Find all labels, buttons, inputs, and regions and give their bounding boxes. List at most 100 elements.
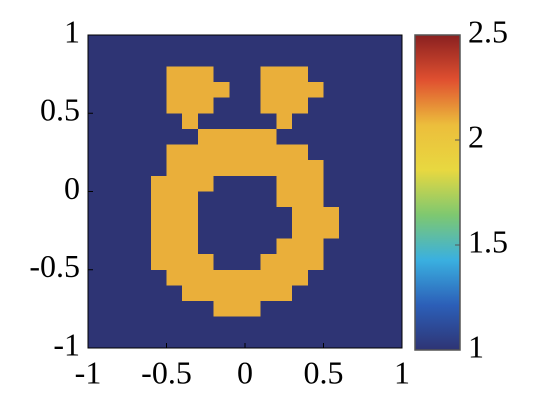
heatmap-cell (323, 316, 340, 333)
heatmap-cell (323, 175, 340, 192)
colorbar-tick-label: 2 (468, 118, 484, 154)
heatmap-cell (386, 81, 403, 99)
heatmap-cell (166, 97, 183, 114)
heatmap-cell (339, 269, 356, 286)
heatmap-cell (229, 97, 246, 114)
heatmap-cell (119, 160, 136, 177)
heatmap-cell (103, 97, 120, 114)
heatmap-cell (103, 113, 120, 130)
heatmap-cell (307, 301, 324, 318)
heatmap-cell (307, 128, 324, 146)
heatmap-cell (245, 35, 262, 52)
heatmap-cell (370, 97, 387, 114)
heatmap-cell (213, 238, 230, 255)
heatmap-cell (197, 113, 215, 130)
heatmap-cell (386, 128, 403, 146)
y-tick-label: 0 (64, 170, 80, 206)
heatmap-cell (307, 113, 324, 130)
heatmap-cell (182, 222, 199, 239)
heatmap-cell (213, 316, 230, 333)
heatmap-cell (245, 222, 262, 239)
heatmap-cell (354, 222, 372, 239)
heatmap-cell (197, 66, 215, 83)
heatmap-cell (245, 332, 262, 349)
heatmap-cell (197, 332, 215, 349)
heatmap-cell (260, 285, 277, 302)
heatmap-cell (166, 269, 183, 286)
heatmap-cell (182, 35, 199, 52)
y-tick-label: 0.5 (40, 92, 80, 128)
heatmap-cell (150, 113, 167, 130)
heatmap-cell (276, 144, 293, 161)
heatmap-cell (370, 222, 387, 239)
heatmap-cell (354, 332, 372, 349)
colorbar-tick-label: 2.5 (468, 13, 508, 49)
heatmap-cell (103, 238, 120, 255)
heatmap-cell (323, 222, 340, 239)
heatmap-cell (323, 191, 340, 208)
heatmap-cell (103, 332, 120, 349)
heatmap-cell (339, 191, 356, 208)
heatmap-cell (292, 113, 309, 130)
heatmap-cell (354, 285, 372, 302)
heatmap-cell (276, 254, 293, 271)
heatmap-cell (245, 81, 262, 99)
heatmap-cell (292, 332, 309, 349)
heatmap-cell (370, 301, 387, 318)
heatmap-cell (323, 301, 340, 318)
y-tick-label: -1 (53, 326, 80, 362)
heatmap-cell (386, 285, 403, 302)
heatmap-cell (339, 301, 356, 318)
heatmap-cell (323, 238, 340, 255)
heatmap-cell (245, 113, 262, 130)
heatmap-cell (197, 175, 215, 192)
heatmap-cell (370, 50, 387, 67)
heatmap-cell (307, 269, 324, 286)
heatmap-cell (166, 66, 183, 83)
heatmap-cell (339, 144, 356, 161)
heatmap-cell (292, 301, 309, 318)
heatmap-cell (354, 175, 372, 192)
heatmap-cell (354, 128, 372, 146)
heatmap-cell (150, 222, 167, 239)
heatmap-cell (292, 66, 309, 83)
heatmap-cell (370, 207, 387, 224)
heatmap-cell (292, 238, 309, 255)
y-tick-label: 1 (64, 13, 80, 49)
heatmap-cell (354, 81, 372, 99)
heatmap-cell (292, 222, 309, 239)
heatmap-cell (323, 144, 340, 161)
colorbar-tick-label: 1 (468, 328, 484, 364)
heatmap-cell (135, 222, 152, 239)
heatmap-cell (260, 316, 277, 333)
heatmap-cell (292, 175, 309, 192)
heatmap-cell (119, 332, 136, 349)
heatmap-cell (213, 144, 230, 161)
heatmap-cell (339, 175, 356, 192)
heatmap-cell (339, 254, 356, 271)
heatmap-cell (150, 285, 167, 302)
heatmap-cell (197, 160, 215, 177)
heatmap-cell (229, 113, 246, 130)
heatmap-cell (386, 254, 403, 271)
heatmap-cell (213, 81, 230, 99)
heatmap-cell (166, 113, 183, 130)
heatmap-cell (339, 207, 356, 224)
heatmap-cell (323, 285, 340, 302)
heatmap-cell (276, 316, 293, 333)
heatmap-cell (339, 222, 356, 239)
heatmap-cell (166, 316, 183, 333)
heatmap-cell (245, 238, 262, 255)
heatmap-cell (197, 207, 215, 224)
heatmap-cell (88, 128, 105, 146)
heatmap-cell (339, 160, 356, 177)
heatmap-cell (245, 285, 262, 302)
heatmap-cell (182, 191, 199, 208)
heatmap-cell (119, 50, 136, 67)
heatmap-cell (245, 50, 262, 67)
heatmap-cell (150, 175, 167, 192)
heatmap-cell (386, 238, 403, 255)
heatmap-cell (197, 81, 215, 99)
heatmap-cell (292, 160, 309, 177)
heatmap-cell (386, 222, 403, 239)
